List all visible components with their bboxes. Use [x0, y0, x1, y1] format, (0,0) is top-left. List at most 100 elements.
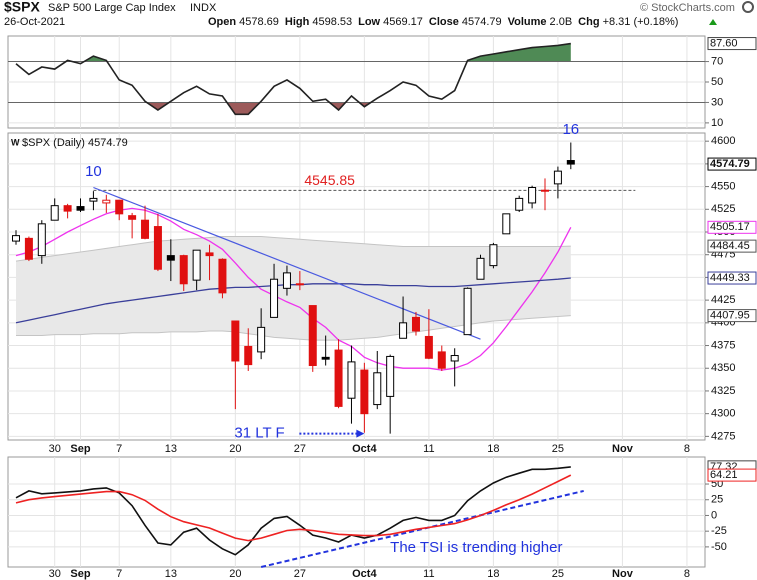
date: 26-Oct-2021: [4, 16, 65, 28]
quote-line: Open 4578.69 High 4598.53 Low 4569.17 Close 457…: [208, 16, 678, 28]
x-tick-label: Oct4: [352, 568, 377, 580]
x-tick-label: 11: [423, 443, 434, 455]
candle-body: [218, 258, 227, 294]
value-label: 4484.45: [710, 240, 750, 252]
annotation: 10: [85, 163, 102, 180]
annotation: The TSI is trending higher: [390, 539, 562, 556]
value-label: 4574.79: [710, 158, 750, 170]
candle-body: [192, 249, 201, 281]
candle-body: [24, 237, 33, 260]
candle-body: [334, 349, 343, 407]
candle-body: [37, 223, 46, 257]
band-lower: [16, 315, 571, 341]
y-tick-label: 4350: [711, 362, 735, 374]
x-tick-label: 30: [49, 568, 61, 580]
candle-body: [50, 205, 59, 221]
candle-body: [282, 272, 291, 289]
candle-body: [528, 186, 537, 204]
candle-body: [205, 252, 214, 257]
field-value: +8.31 (+0.18%): [603, 16, 679, 28]
y-tick-label: 4325: [711, 385, 735, 397]
candle-body: [244, 345, 253, 366]
x-tick-label: 27: [294, 568, 306, 580]
series-line: [15, 42, 571, 116]
x-tick-label: Nov: [612, 443, 634, 455]
candle-body: [437, 351, 446, 369]
field-label: High: [285, 16, 310, 28]
candle-body: [566, 160, 575, 165]
moving-average: [15, 277, 571, 324]
candle-body: [360, 369, 369, 415]
candle-body: [515, 197, 524, 211]
candle-body: [257, 326, 266, 353]
candle-body: [179, 255, 188, 285]
settings-icon[interactable]: [742, 1, 754, 13]
value-label: 4449.33: [710, 272, 750, 284]
x-tick-label: 18: [487, 568, 499, 580]
moving-average: [15, 207, 572, 371]
y-tick-label: 4275: [711, 430, 735, 442]
y-tick-label: 30: [711, 96, 723, 108]
candle-body: [308, 305, 317, 367]
y-tick-label: 4525: [711, 203, 735, 215]
x-tick-label: Nov: [612, 568, 634, 580]
x-tick-label: Sep: [70, 443, 90, 455]
arrow-label: 31 LT F: [234, 425, 284, 442]
candle-body: [411, 316, 420, 332]
value-label-box: [707, 309, 757, 323]
y-tick-label: 4600: [711, 135, 735, 147]
x-tick-label: 11: [423, 568, 434, 580]
x-tick-label: Oct4: [352, 443, 377, 455]
candle-body: [128, 215, 137, 220]
candle-body: [502, 213, 511, 235]
x-tick-label: 30: [49, 443, 61, 455]
plot-layer: 1030507087.60427543004325435043754400442…: [8, 19, 757, 580]
value-label-box: [707, 37, 757, 51]
annotation: 16: [562, 121, 579, 138]
y-tick-label: 10: [711, 117, 723, 129]
value-label: 64.21: [710, 469, 738, 481]
symbol: $SPX: [4, 0, 40, 15]
x-tick-label: 8: [684, 443, 690, 455]
candle-body: [141, 219, 150, 239]
candle-body: [63, 205, 72, 212]
candle-body: [115, 199, 124, 215]
candle-body: [231, 320, 240, 362]
credit: © StockCharts.com: [640, 2, 735, 14]
legend: $SPX (Daily) 4574.79: [22, 137, 128, 149]
candle-body: [11, 235, 20, 242]
field-label: Volume: [508, 16, 547, 28]
y-tick-label: -50: [711, 541, 727, 553]
x-tick-label: 13: [165, 443, 177, 455]
field-label: Close: [429, 16, 459, 28]
y-tick-label: 4375: [711, 339, 735, 351]
candle-body: [424, 335, 433, 359]
x-tick-label: 13: [165, 568, 177, 580]
value-label: 4407.95: [710, 310, 750, 322]
exchange: INDX: [190, 2, 217, 14]
series-line: [15, 474, 572, 542]
candle-body: [270, 278, 279, 318]
y-tick-label: 4425: [711, 294, 735, 306]
x-tick-label: 20: [229, 568, 241, 580]
value-label-box: [707, 239, 757, 253]
x-tick-label: 20: [229, 443, 241, 455]
level-label: 4545.85: [304, 172, 355, 188]
x-tick-label: 7: [116, 443, 122, 455]
candle-body: [553, 170, 562, 185]
value-label-box: [707, 157, 757, 171]
field-value: 2.0B: [550, 16, 573, 28]
field-value: 4569.17: [383, 16, 423, 28]
tsi-panel: [7, 456, 706, 568]
field-label: Low: [358, 16, 380, 28]
change-arrow: [709, 19, 717, 25]
x-tick-label: 25: [552, 568, 564, 580]
index-name: S&P 500 Large Cap Index: [48, 2, 176, 14]
y-tick-label: 50: [711, 76, 723, 88]
candle-body: [153, 226, 162, 270]
candle-body: [399, 322, 408, 339]
band-upper: [15, 236, 571, 262]
candle-body: [89, 197, 98, 202]
value-label: 87.60: [710, 37, 738, 49]
y-tick-label: 25: [711, 494, 723, 506]
